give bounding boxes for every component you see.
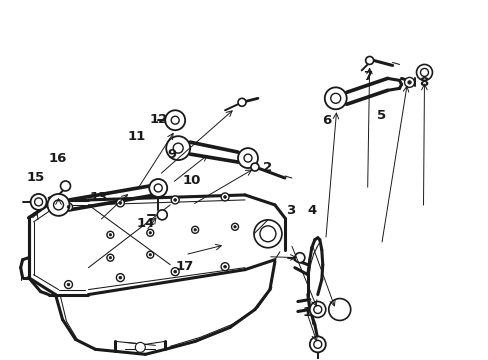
Circle shape xyxy=(404,77,414,87)
Circle shape xyxy=(223,195,226,198)
Circle shape xyxy=(328,298,350,320)
Circle shape xyxy=(53,200,63,210)
Circle shape xyxy=(157,210,167,220)
Circle shape xyxy=(35,198,42,206)
Circle shape xyxy=(61,181,70,191)
Circle shape xyxy=(294,253,304,263)
Circle shape xyxy=(330,93,340,103)
Circle shape xyxy=(313,340,321,348)
Circle shape xyxy=(238,98,245,106)
Text: 16: 16 xyxy=(49,152,67,165)
Circle shape xyxy=(171,116,179,124)
Circle shape xyxy=(116,274,124,282)
Circle shape xyxy=(109,234,111,236)
Circle shape xyxy=(407,81,410,84)
Circle shape xyxy=(67,283,70,286)
Circle shape xyxy=(116,199,124,207)
Circle shape xyxy=(149,179,167,197)
Circle shape xyxy=(313,306,321,314)
Circle shape xyxy=(119,276,122,279)
Circle shape xyxy=(191,226,198,233)
Circle shape xyxy=(107,254,114,261)
Text: 9: 9 xyxy=(167,148,177,161)
Circle shape xyxy=(223,265,226,268)
Text: 4: 4 xyxy=(306,204,316,217)
Text: 3: 3 xyxy=(285,204,295,217)
Circle shape xyxy=(250,163,259,171)
Text: 10: 10 xyxy=(183,174,201,187)
Circle shape xyxy=(324,87,346,109)
Circle shape xyxy=(253,220,281,248)
Text: 1: 1 xyxy=(302,306,311,319)
Text: 2: 2 xyxy=(263,161,271,174)
Circle shape xyxy=(146,229,153,236)
Text: 5: 5 xyxy=(377,109,386,122)
Circle shape xyxy=(221,263,228,271)
Circle shape xyxy=(231,223,238,230)
Circle shape xyxy=(173,198,176,201)
Circle shape xyxy=(31,194,46,210)
Circle shape xyxy=(233,226,236,228)
Circle shape xyxy=(309,336,325,352)
Circle shape xyxy=(149,253,151,256)
Circle shape xyxy=(64,280,72,289)
Circle shape xyxy=(154,184,162,192)
Circle shape xyxy=(173,270,176,273)
Circle shape xyxy=(119,202,122,204)
Circle shape xyxy=(171,196,179,204)
Circle shape xyxy=(149,231,151,234)
Circle shape xyxy=(260,226,275,242)
Text: 14: 14 xyxy=(137,217,155,230)
Text: 11: 11 xyxy=(127,130,145,143)
Text: 8: 8 xyxy=(418,76,427,89)
Text: 15: 15 xyxy=(27,171,45,184)
Circle shape xyxy=(171,268,179,276)
Text: 7: 7 xyxy=(362,69,371,82)
Circle shape xyxy=(420,68,427,76)
Circle shape xyxy=(146,251,153,258)
Circle shape xyxy=(107,231,114,238)
Circle shape xyxy=(194,229,196,231)
Circle shape xyxy=(365,57,373,64)
Circle shape xyxy=(416,64,431,80)
Text: 6: 6 xyxy=(321,114,330,127)
Circle shape xyxy=(309,302,325,318)
Circle shape xyxy=(221,193,228,201)
Circle shape xyxy=(173,143,183,153)
Circle shape xyxy=(47,194,69,216)
Circle shape xyxy=(109,256,111,259)
Circle shape xyxy=(67,206,70,208)
Text: 12: 12 xyxy=(150,113,168,126)
Circle shape xyxy=(244,154,251,162)
Circle shape xyxy=(166,136,190,160)
Circle shape xyxy=(64,203,72,211)
Circle shape xyxy=(165,110,185,130)
Circle shape xyxy=(135,342,145,352)
Text: 17: 17 xyxy=(176,260,194,273)
Text: 13: 13 xyxy=(90,191,108,204)
Circle shape xyxy=(238,148,258,168)
